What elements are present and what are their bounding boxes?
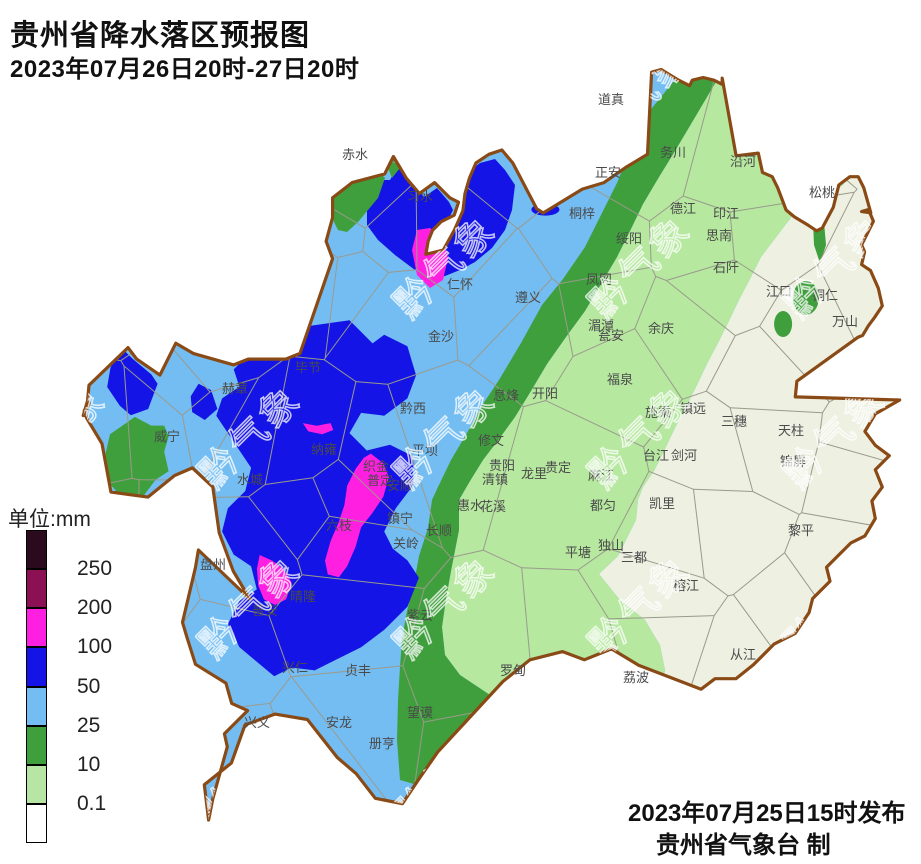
svg-text:松桃: 松桃 [809,185,835,200]
svg-text:道真: 道真 [598,92,624,107]
svg-text:赤水: 赤水 [342,147,368,162]
svg-text:荔波: 荔波 [623,670,649,685]
